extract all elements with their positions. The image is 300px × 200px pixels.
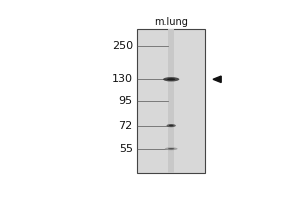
Ellipse shape bbox=[165, 147, 178, 150]
Ellipse shape bbox=[167, 78, 175, 80]
Text: 250: 250 bbox=[112, 41, 133, 51]
Ellipse shape bbox=[168, 148, 174, 149]
Text: 55: 55 bbox=[119, 144, 133, 154]
Ellipse shape bbox=[167, 124, 176, 127]
Polygon shape bbox=[213, 76, 221, 83]
Bar bbox=[137, 29, 205, 173]
Ellipse shape bbox=[169, 125, 173, 126]
Text: 95: 95 bbox=[119, 96, 133, 106]
Text: 72: 72 bbox=[118, 121, 133, 131]
Text: 130: 130 bbox=[112, 74, 133, 84]
Text: m.lung: m.lung bbox=[154, 17, 188, 27]
Ellipse shape bbox=[163, 77, 179, 81]
Bar bbox=[169, 29, 174, 173]
